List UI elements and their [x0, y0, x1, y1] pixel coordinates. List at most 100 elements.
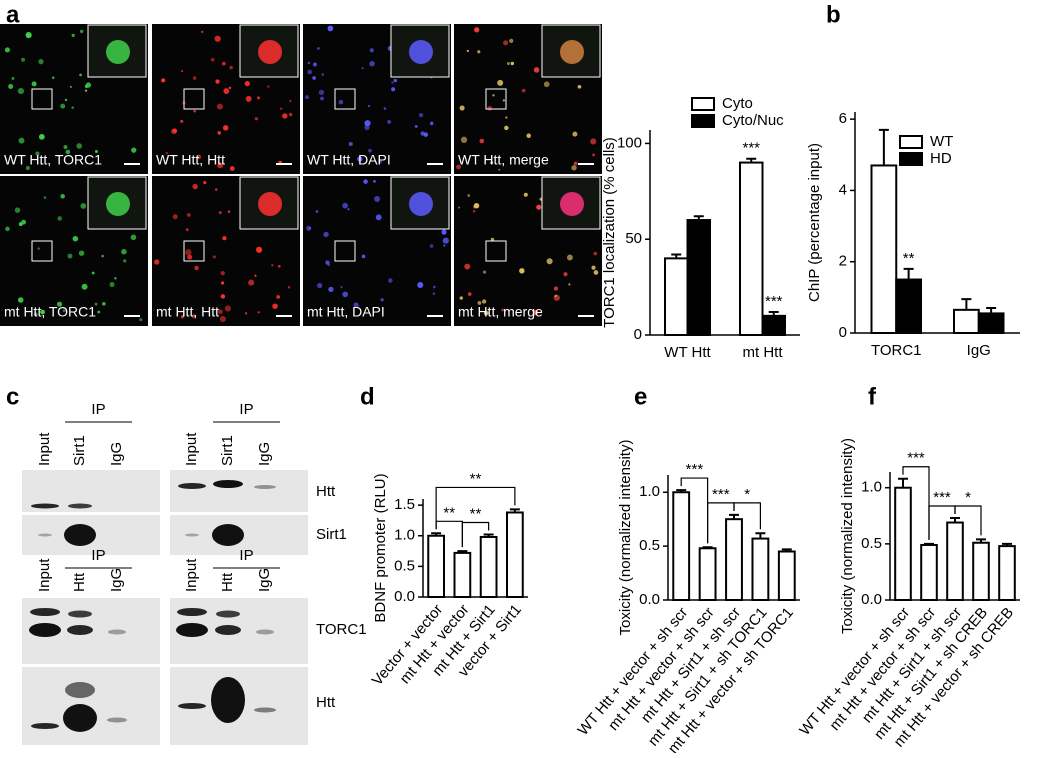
cell — [546, 258, 553, 265]
cell — [223, 88, 230, 94]
y-tick-label: 0.0 — [394, 588, 415, 605]
bar — [672, 491, 691, 602]
cell — [380, 298, 384, 302]
cell — [267, 85, 270, 88]
lane-label: Sirt1 — [219, 435, 236, 466]
cell — [414, 124, 418, 128]
cell — [553, 286, 558, 291]
cell — [498, 168, 501, 171]
blot-band — [64, 524, 96, 546]
panel-label: d — [360, 383, 375, 410]
error-bar — [693, 215, 704, 221]
cell — [60, 194, 65, 199]
cell — [216, 103, 223, 110]
significance-bracket — [954, 505, 982, 536]
blot-band — [212, 524, 244, 546]
cell — [229, 65, 233, 70]
cell — [347, 208, 350, 211]
cell — [443, 244, 446, 247]
legend-label: Cyto — [722, 95, 753, 112]
cell — [38, 58, 44, 65]
cell — [288, 112, 293, 117]
cell — [121, 248, 127, 255]
cell — [479, 138, 485, 144]
lane-label: IgG — [108, 442, 125, 466]
cell — [91, 271, 95, 275]
y-tick-label: 0.0 — [639, 591, 660, 608]
cell — [318, 89, 325, 96]
cell — [278, 264, 281, 268]
cell — [212, 255, 216, 259]
inset-cell — [560, 192, 584, 216]
y-tick-label: 0.5 — [394, 557, 415, 574]
cell — [71, 106, 74, 109]
cell — [504, 125, 509, 131]
error-bar — [878, 128, 889, 166]
cell — [577, 84, 582, 89]
cell — [201, 30, 204, 34]
significance-bracket — [435, 486, 516, 530]
cell — [367, 104, 371, 108]
cell — [364, 124, 370, 131]
ip-label: IP — [239, 401, 253, 418]
cell — [221, 61, 226, 66]
cell — [218, 211, 222, 215]
cell — [348, 141, 353, 147]
cell — [466, 49, 470, 53]
cell — [79, 29, 84, 34]
annotation: *** — [907, 450, 925, 467]
error-bar — [1002, 542, 1012, 547]
roi-box — [183, 88, 205, 110]
cell — [374, 196, 381, 202]
cell — [224, 305, 232, 312]
cell — [62, 309, 66, 313]
x-tick-label: mt Htt — [743, 344, 784, 361]
y-tick-label: 1.0 — [861, 479, 882, 496]
bar — [427, 534, 445, 598]
cell — [342, 291, 349, 298]
cell — [521, 88, 526, 93]
blot-band — [65, 682, 95, 698]
cell — [165, 151, 168, 155]
bar — [972, 541, 990, 601]
lane-label: IgG — [108, 568, 125, 592]
cell — [185, 228, 189, 232]
cell — [8, 84, 14, 90]
cell — [573, 161, 578, 166]
bar — [953, 308, 980, 335]
cell — [11, 76, 15, 81]
cell — [591, 265, 596, 270]
cell — [63, 145, 68, 150]
blot-band — [178, 483, 206, 489]
cell — [214, 35, 221, 42]
y-tick-label: 0 — [634, 326, 642, 343]
bar — [946, 521, 964, 601]
cell — [220, 294, 226, 299]
blot-band — [31, 503, 59, 509]
blot-band — [31, 723, 59, 729]
annotation: ** — [470, 505, 482, 522]
cell — [317, 47, 320, 50]
cell — [418, 113, 424, 118]
bar — [506, 511, 524, 598]
cell — [21, 219, 27, 225]
blot-band — [38, 533, 52, 537]
lane-label: Input — [183, 432, 200, 466]
cell — [492, 94, 495, 97]
cell — [369, 48, 374, 53]
cell — [536, 204, 542, 210]
cell — [289, 99, 292, 103]
cell — [17, 297, 24, 303]
roi-box — [31, 240, 53, 262]
cell — [340, 285, 343, 289]
cell — [369, 60, 375, 67]
cell — [368, 148, 372, 153]
row-label: Htt — [316, 483, 336, 500]
error-bar — [986, 307, 997, 314]
bar — [895, 278, 922, 334]
cell — [14, 207, 21, 213]
cell — [37, 247, 40, 250]
cell — [510, 61, 515, 66]
y-tick-label: 0 — [839, 324, 847, 341]
error-bar — [483, 533, 494, 537]
